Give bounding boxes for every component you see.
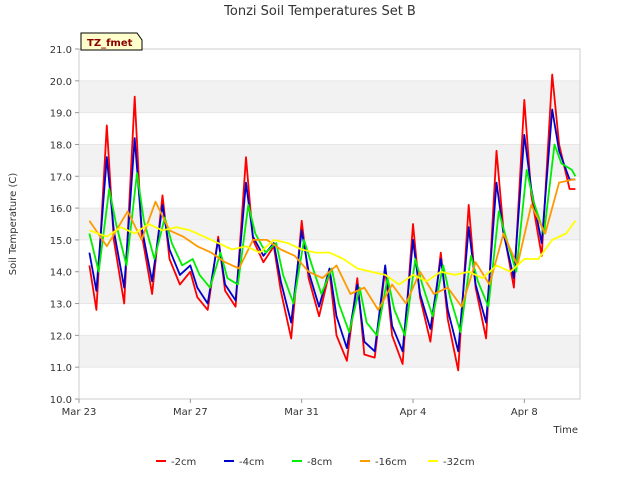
grid-band [79, 144, 580, 177]
x-axis-label: Time [553, 425, 578, 436]
site-badge-box [80, 32, 143, 51]
x-tick-label: Apr 8 [511, 407, 538, 418]
site-badge-label: TZ_fmet [87, 38, 133, 49]
legend-label: -8cm [307, 457, 332, 468]
grid-band [79, 335, 580, 368]
grid-band [79, 49, 580, 81]
y-tick-label: 10.0 [50, 395, 72, 406]
chart-title: Tonzi Soil Temperatures Set B [223, 4, 416, 19]
y-tick-label: 19.0 [50, 109, 72, 120]
series-line-minus-4cm [88, 108, 576, 353]
y-tick-label: 13.0 [50, 300, 72, 311]
legend: -2cm -4cm -8cm -16cm -32cm [156, 457, 475, 468]
y-tick-label: 14.0 [50, 268, 72, 279]
x-tick-label: Mar 31 [284, 407, 319, 418]
grid-band [79, 367, 580, 399]
legend-label: -32cm [443, 457, 475, 468]
y-tick-label: 15.0 [50, 236, 72, 247]
series-line-minus-32cm [89, 220, 577, 286]
y-axis-label: Soil Temperature (C) [8, 173, 19, 276]
x-tick-label: Mar 23 [62, 407, 97, 418]
x-tick-label: Mar 27 [173, 407, 208, 418]
y-tick-label: 11.0 [50, 363, 72, 374]
grid-bands [79, 48, 580, 400]
y-tick-label: 16.0 [50, 204, 72, 215]
grid-band [79, 112, 580, 145]
y-tick-label: 12.0 [50, 331, 72, 342]
legend-label: -4cm [239, 457, 264, 468]
y-tick-label: 18.0 [50, 140, 72, 151]
site-badge: TZ_fmet [80, 32, 143, 51]
series-lines [88, 73, 577, 372]
plot-frame [78, 48, 581, 400]
grid-band [79, 303, 580, 336]
x-axis-ticks: Mar 23 Mar 27 Mar 31 Apr 4 Apr 8 [62, 399, 538, 418]
legend-label: -2cm [171, 457, 196, 468]
y-axis-ticks: 10.0 11.0 12.0 13.0 14.0 15.0 16.0 17.0 18.0 19.0… [50, 45, 79, 406]
y-tick-label: 20.0 [50, 77, 72, 88]
legend-label: -16cm [375, 457, 407, 468]
grid-band [79, 80, 580, 113]
series-line-minus-16cm [88, 178, 576, 311]
series-line-minus-8cm [88, 143, 577, 337]
y-tick-label: 21.0 [50, 45, 72, 56]
y-tick-label: 17.0 [50, 172, 72, 183]
x-tick-label: Apr 4 [400, 407, 427, 418]
series-line-minus-2cm [88, 73, 576, 372]
